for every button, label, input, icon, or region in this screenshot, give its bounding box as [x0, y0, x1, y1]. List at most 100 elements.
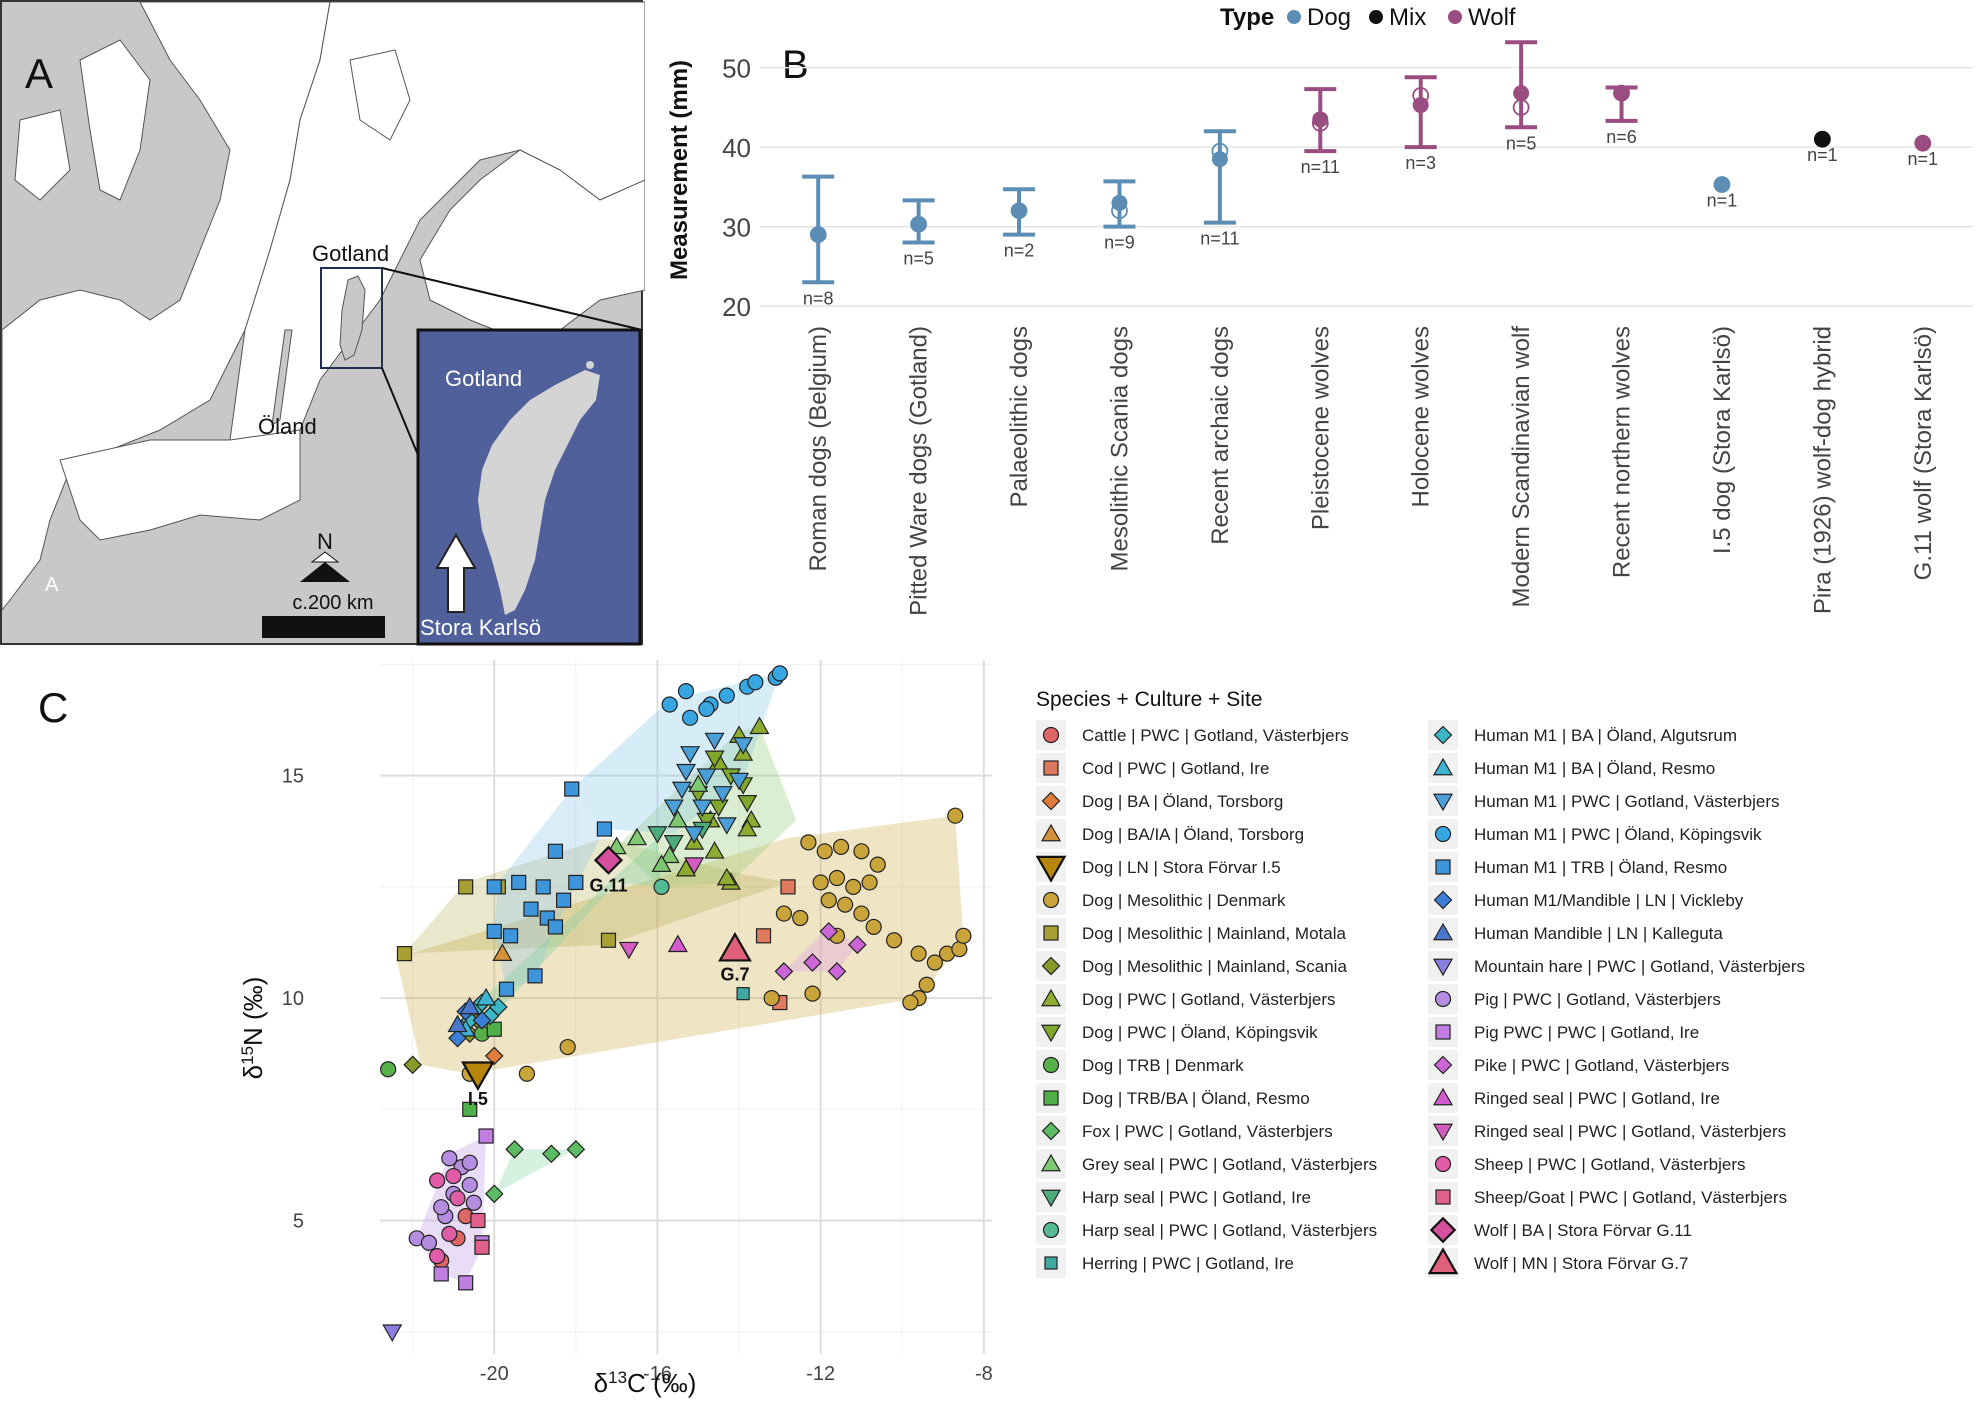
legend-key-icon [1042, 1221, 1060, 1239]
data-point [774, 962, 794, 981]
legend-item: Herring | PWC | Gotland, Ire [1036, 1248, 1294, 1278]
median-point [1010, 202, 1028, 220]
legend-item: Sheep/Goat | PWC | Gotland, Västerbjers [1428, 1182, 1787, 1212]
x-axis-title: δ13C (‰) [594, 1368, 697, 1399]
legend-key-icon [1044, 1256, 1058, 1270]
data-point [853, 843, 870, 860]
x-category-label: I.5 dog (Stora Karlsö) [1709, 326, 1736, 554]
x-category-label: Holocene wolves [1408, 326, 1435, 507]
specimen-annotations: G.11 G.7 I.5 [468, 875, 750, 1109]
data-point [441, 1150, 458, 1167]
y-tick-label: 5 [293, 1211, 304, 1233]
data-point [865, 918, 882, 936]
specimen-label: G.11 [589, 875, 627, 895]
legend-title: Type [1220, 4, 1274, 31]
data-point [396, 946, 413, 962]
data-point [653, 878, 670, 895]
data-point [800, 834, 817, 851]
data-point [518, 1065, 535, 1082]
median-point [1412, 87, 1430, 104]
data-point [382, 1324, 403, 1342]
data-point [667, 934, 688, 953]
data-point [505, 1140, 524, 1159]
median-point [910, 215, 928, 233]
data-point [465, 1194, 482, 1211]
data-point [763, 990, 780, 1007]
data-point [681, 709, 699, 726]
north-arrow-tip-icon [310, 551, 340, 563]
sample-size-label: n=8 [803, 288, 834, 308]
data-point [816, 843, 833, 860]
legend-item: Human Mandible | LN | Kalleguta [1428, 918, 1723, 948]
legend-label: Ringed seal | PWC | Gotland, Ire [1474, 1089, 1720, 1108]
category-mark: n=5 [1505, 40, 1538, 153]
data-point [951, 941, 968, 958]
data-point [902, 994, 919, 1011]
data-point [733, 737, 754, 755]
data-point [837, 896, 854, 913]
y-tick-label: 15 [282, 766, 304, 788]
data-point [869, 856, 886, 873]
scatter-tick-labels: -20 -16 -12 -8 5 10 15 [282, 766, 993, 1385]
data-point [910, 945, 927, 962]
legend-item: Ringed seal | PWC | Gotland, Ire [1428, 1083, 1720, 1113]
legend-item: Pig | PWC | Gotland, Västerbjers [1428, 984, 1721, 1014]
data-point [812, 874, 829, 891]
median-point [809, 226, 827, 243]
mean-point [910, 216, 927, 233]
data-point [926, 954, 943, 971]
legend-key-icon [1427, 1247, 1459, 1275]
legend-label: Human M1 | PWC | Gotland, Västerbjers [1474, 792, 1780, 811]
data-point [445, 1167, 462, 1185]
y-axis-title-c: δ15N (‰) [238, 977, 269, 1080]
scatter-legend: Cattle | PWC | Gotland, Västerbjers Cod |… [1035, 720, 1805, 1278]
data-point [555, 892, 572, 908]
legend-label: Dog | BA | Öland, Torsborg [1082, 792, 1283, 811]
legend-label: Pike | PWC | Gotland, Västerbjers [1474, 1056, 1729, 1075]
legend-key-icon [1041, 1121, 1061, 1141]
x-category-label: Roman dogs (Belgium) [805, 326, 832, 571]
legend-label: Cattle | PWC | Gotland, Västerbjers [1082, 726, 1349, 745]
legend-item: Pig PWC | PWC | Gotland, Ire [1428, 1017, 1699, 1047]
map-svg: A A Gotland Öland N c.200 km Gotland Sto… [0, 0, 646, 646]
sample-size-label: n=1 [1807, 145, 1838, 165]
legend-key-icon [1042, 726, 1060, 744]
north-label: N [317, 529, 333, 554]
inset-title: Gotland [445, 366, 522, 391]
data-point [684, 857, 705, 875]
x-category-label: Pira (1926) wolf-dog hybrid [1809, 326, 1836, 614]
mean-point [1613, 85, 1630, 102]
x-category-label: Pitted Ware dogs (Gotland) [906, 326, 933, 616]
data-point [486, 1021, 502, 1037]
data-point [737, 818, 758, 837]
data-point [559, 1038, 576, 1056]
convex-hull [473, 837, 662, 1030]
map-corner-label: A [45, 574, 59, 596]
data-point [663, 835, 684, 853]
y-gridlines [760, 66, 1973, 307]
legend-item: Wolf | BA | Stora Förvar G.11 [1428, 1215, 1692, 1245]
legend-key-icon [1041, 956, 1061, 976]
legend-label: Dog | Mesolithic | Mainland, Motala [1082, 924, 1346, 943]
legend-item: Human M1/Mandible | LN | Vickleby [1428, 885, 1744, 915]
legend-key-icon [1043, 760, 1059, 776]
data-point [484, 1046, 504, 1066]
inset-map [416, 328, 642, 646]
legend-key-icon [1432, 793, 1454, 812]
legend-label: Dog | PWC | Öland, Köpingsvik [1082, 1023, 1318, 1042]
data-point [547, 843, 564, 859]
data-point [712, 786, 733, 804]
inset-islet [565, 387, 575, 397]
panel-label-c: C [38, 684, 68, 731]
legend-label: Wolf | BA | Stora Förvar G.11 [1474, 1221, 1692, 1240]
x-category-label: G.11 wolf (Stora Karlsö) [1910, 326, 1937, 580]
data-point [828, 869, 846, 887]
y-tick-labels: 20 30 40 50 [722, 54, 751, 322]
sample-size-label: n=3 [1405, 153, 1436, 173]
data-point [498, 981, 515, 997]
mean-point [1513, 85, 1530, 102]
data-point [704, 750, 725, 769]
data-point [792, 909, 809, 927]
legend-item: Dog | Mesolithic | Mainland, Scania [1036, 951, 1347, 981]
north-arrow-icon [300, 562, 350, 582]
